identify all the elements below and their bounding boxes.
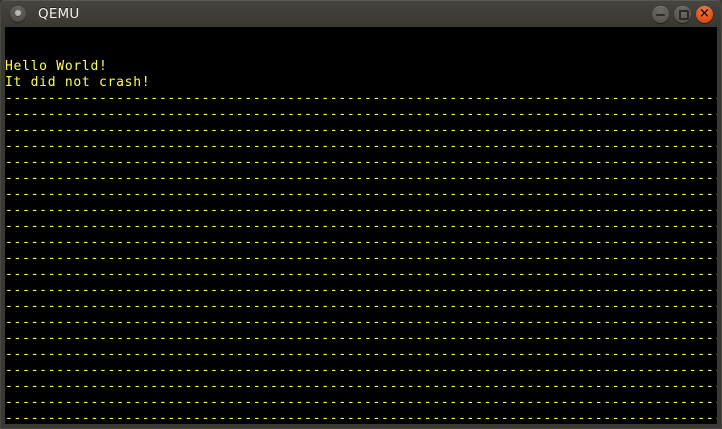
close-icon[interactable] [696,5,713,23]
console-blank-row [5,27,717,43]
console-blank-row [5,43,717,59]
console-row: ----------------------------------------… [5,91,717,106]
console-row: ----------------------------------------… [5,123,717,138]
console-row: ----------------------------------------… [5,363,717,378]
console-row: ----------------------------------------… [5,347,717,362]
console-row: ----------------------------------------… [5,187,717,202]
qemu-circle-icon [10,6,26,22]
window-titlebar[interactable]: QEMU [0,0,722,27]
console-row: ----------------------------------------… [5,203,717,218]
console-row: ----------------------------------------… [5,267,717,282]
console-row: ----------------------------------------… [5,379,717,394]
console-output: Hello World! It did not crash! -----------… [5,27,717,424]
minimize-icon[interactable] [652,5,669,23]
window-title: QEMU [38,6,80,22]
console-row: ----------------------------------------… [5,411,717,424]
console-row: ----------------------------------------… [5,219,717,234]
vm-display-frame: Hello World! It did not crash! -----------… [0,27,722,429]
console-row: ----------------------------------------… [5,283,717,298]
console-row: ----------------------------------------… [5,155,717,170]
vm-display[interactable]: Hello World! It did not crash! -----------… [5,27,717,424]
console-row: ----------------------------------------… [5,331,717,346]
console-row: ----------------------------------------… [5,395,717,410]
maximize-icon[interactable] [674,5,691,23]
window-controls [652,5,713,23]
console-row: ----------------------------------------… [5,107,717,122]
console-row: ----------------------------------------… [5,315,717,330]
console-row: It did not crash! [5,75,151,90]
console-row: ----------------------------------------… [5,139,717,154]
console-row: ----------------------------------------… [5,171,717,186]
console-row: Hello World! [5,59,108,74]
console-row: ----------------------------------------… [5,251,717,266]
console-row: ----------------------------------------… [5,299,717,314]
console-row: ----------------------------------------… [5,235,717,250]
